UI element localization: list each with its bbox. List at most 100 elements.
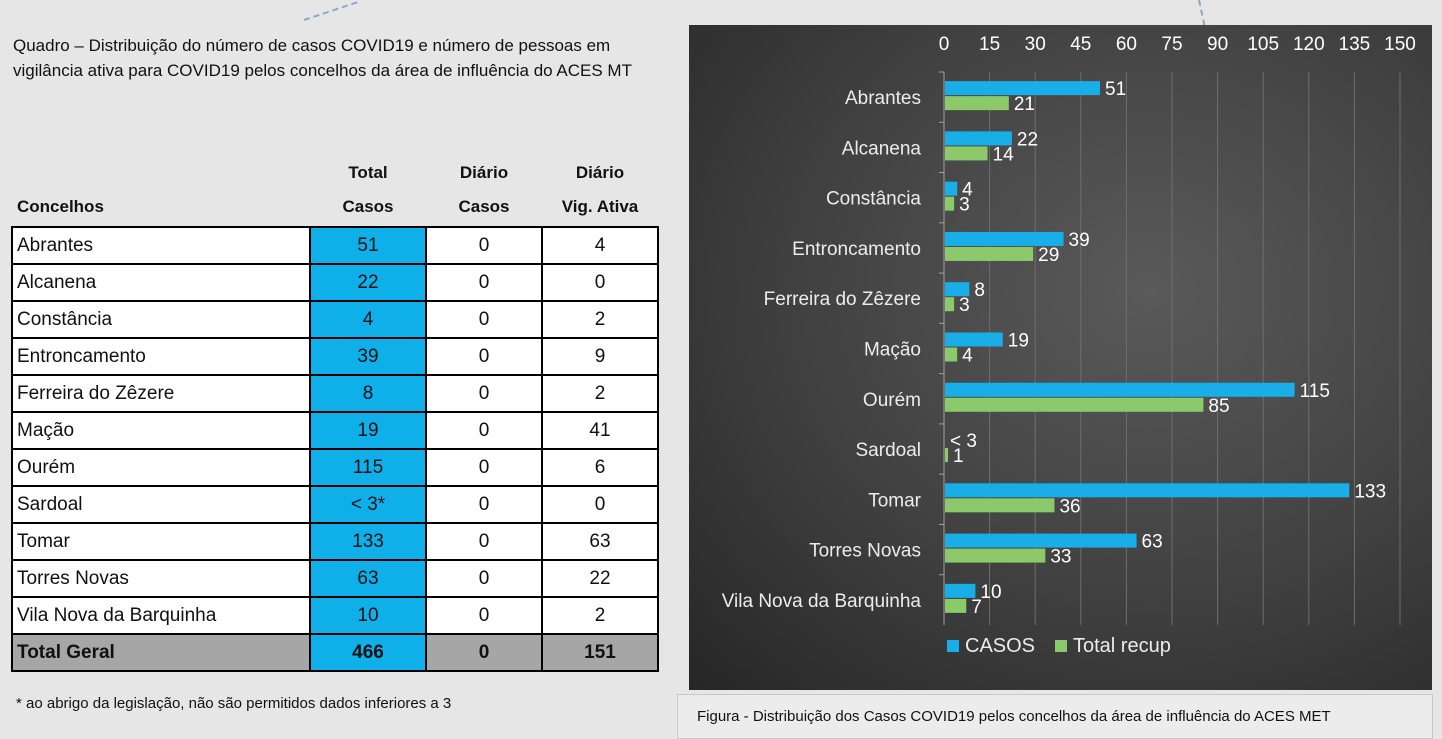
cell-diario-casos: 0 [425,300,543,339]
bar-casos [945,583,976,598]
figure-caption: Figura - Distribuição dos Casos COVID19 … [697,708,1331,725]
x-tick-label: 135 [1339,34,1371,55]
x-tick-label: 0 [939,34,950,55]
header-total-line2: Casos [342,197,394,216]
bar-recup [945,196,955,211]
x-tick-label: 75 [1161,34,1182,55]
cell-concelho: Vila Nova da Barquinha [11,596,311,635]
cell-total: 8 [309,374,427,413]
bar-casos [945,81,1101,96]
table-total-row: Total Geral 466 0 151 [11,633,659,672]
bar-recup [945,347,958,362]
bar-casos [945,382,1295,397]
cell-concelho: Sardoal [11,485,311,524]
table-row: Sardoal < 3* 0 0 [11,485,659,524]
x-tick-label: 15 [979,34,1000,55]
cell-total-diario-casos: 0 [425,633,543,672]
cell-diario-vig: 22 [541,559,659,598]
cell-diario-casos: 0 [425,411,543,450]
x-tick-label: 105 [1247,34,1279,55]
cell-concelho: Abrantes [11,226,311,265]
cell-diario-casos: 0 [425,263,543,302]
bar-recup [945,397,1204,412]
table-row: Ferreira do Zêzere 8 0 2 [11,374,659,413]
bar-recup [945,448,949,463]
x-tick-label: 45 [1070,34,1091,55]
bar-recup [945,548,1046,563]
cell-total-geral: 466 [309,633,427,672]
cell-diario-vig: 63 [541,522,659,561]
legend-swatch [947,640,959,652]
cell-total: 63 [309,559,427,598]
x-tick-label: 90 [1207,34,1228,55]
cell-concelho: Ferreira do Zêzere [11,374,311,413]
legend-swatch [1055,640,1067,652]
cell-diario-vig: 0 [541,263,659,302]
table-row: Entroncamento 39 0 9 [11,337,659,376]
cell-diario-casos: 0 [425,559,543,598]
cell-total: 51 [309,226,427,265]
category-label: Tomar [868,490,921,511]
data-label: 3 [959,195,970,216]
data-label: 10 [980,582,1001,603]
cell-total: 133 [309,522,427,561]
bar-casos [945,533,1137,548]
header-blank [12,158,310,188]
category-label: Alcanena [842,138,922,159]
bar-casos [945,483,1350,498]
cell-total: 22 [309,263,427,302]
cases-table: Total Diário Diário Concelhos Casos Caso… [11,158,659,672]
x-tick-label: 30 [1025,34,1046,55]
cell-concelho: Constância [11,300,311,339]
cell-concelho: Mação [11,411,311,450]
cell-diario-casos: 0 [425,522,543,561]
legend-label: CASOS [965,635,1035,657]
bar-recup [945,246,1034,261]
category-label: Sardoal [856,440,922,461]
table-row: Ourém 115 0 6 [11,448,659,487]
cell-diario-casos: 0 [425,337,543,376]
figure-caption-box: Figura - Distribuição dos Casos COVID19 … [677,694,1433,739]
header-concelhos: Concelhos [17,197,104,216]
cell-diario-vig: 2 [541,300,659,339]
cell-diario-vig: 9 [541,337,659,376]
data-label: 39 [1069,230,1090,251]
data-label: 63 [1142,532,1163,553]
cell-diario-casos: 0 [425,226,543,265]
decorative-dashed-line-right [1198,0,1206,29]
table-row: Constância 4 0 2 [11,300,659,339]
cell-total-diario-vig: 151 [541,633,659,672]
cell-diario-vig: 2 [541,596,659,635]
table-row: Mação 19 0 41 [11,411,659,450]
bar-recup [945,297,955,312]
data-label: 21 [1014,94,1035,115]
bar-recup [945,498,1055,513]
data-label: 85 [1208,396,1229,417]
bar-recup [945,598,967,613]
table-row: Vila Nova da Barquinha 10 0 2 [11,596,659,635]
cell-concelho: Tomar [11,522,311,561]
table-row: Torres Novas 63 0 22 [11,559,659,598]
data-label: 115 [1300,381,1330,402]
data-label: 133 [1354,481,1386,502]
category-label: Ourém [863,390,921,411]
cell-diario-vig: 2 [541,374,659,413]
data-label: 4 [962,180,973,201]
cell-diario-vig: 0 [541,485,659,524]
table-row: Alcanena 22 0 0 [11,263,659,302]
category-label: Ferreira do Zêzere [764,289,921,310]
data-label: 8 [974,280,985,301]
data-label: 29 [1038,245,1059,266]
header-diario-vig-line2: Vig. Ativa [561,197,639,216]
table-row: Abrantes 51 0 4 [11,226,659,265]
bar-chart: 0 15 30 45 60 75 90 105 120 135 150 Abrantes 51 21 Alc… [722,34,1416,657]
cell-total: 115 [309,448,427,487]
quadro-title: Quadro – Distribuição do número de casos… [13,36,632,80]
cell-diario-vig: 6 [541,448,659,487]
cell-diario-vig: 41 [541,411,659,450]
x-tick-label: 150 [1384,34,1416,55]
cell-concelho: Torres Novas [11,559,311,598]
bar-casos [945,231,1064,246]
cell-diario-casos: 0 [425,485,543,524]
category-label: Vila Nova da Barquinha [722,591,922,612]
